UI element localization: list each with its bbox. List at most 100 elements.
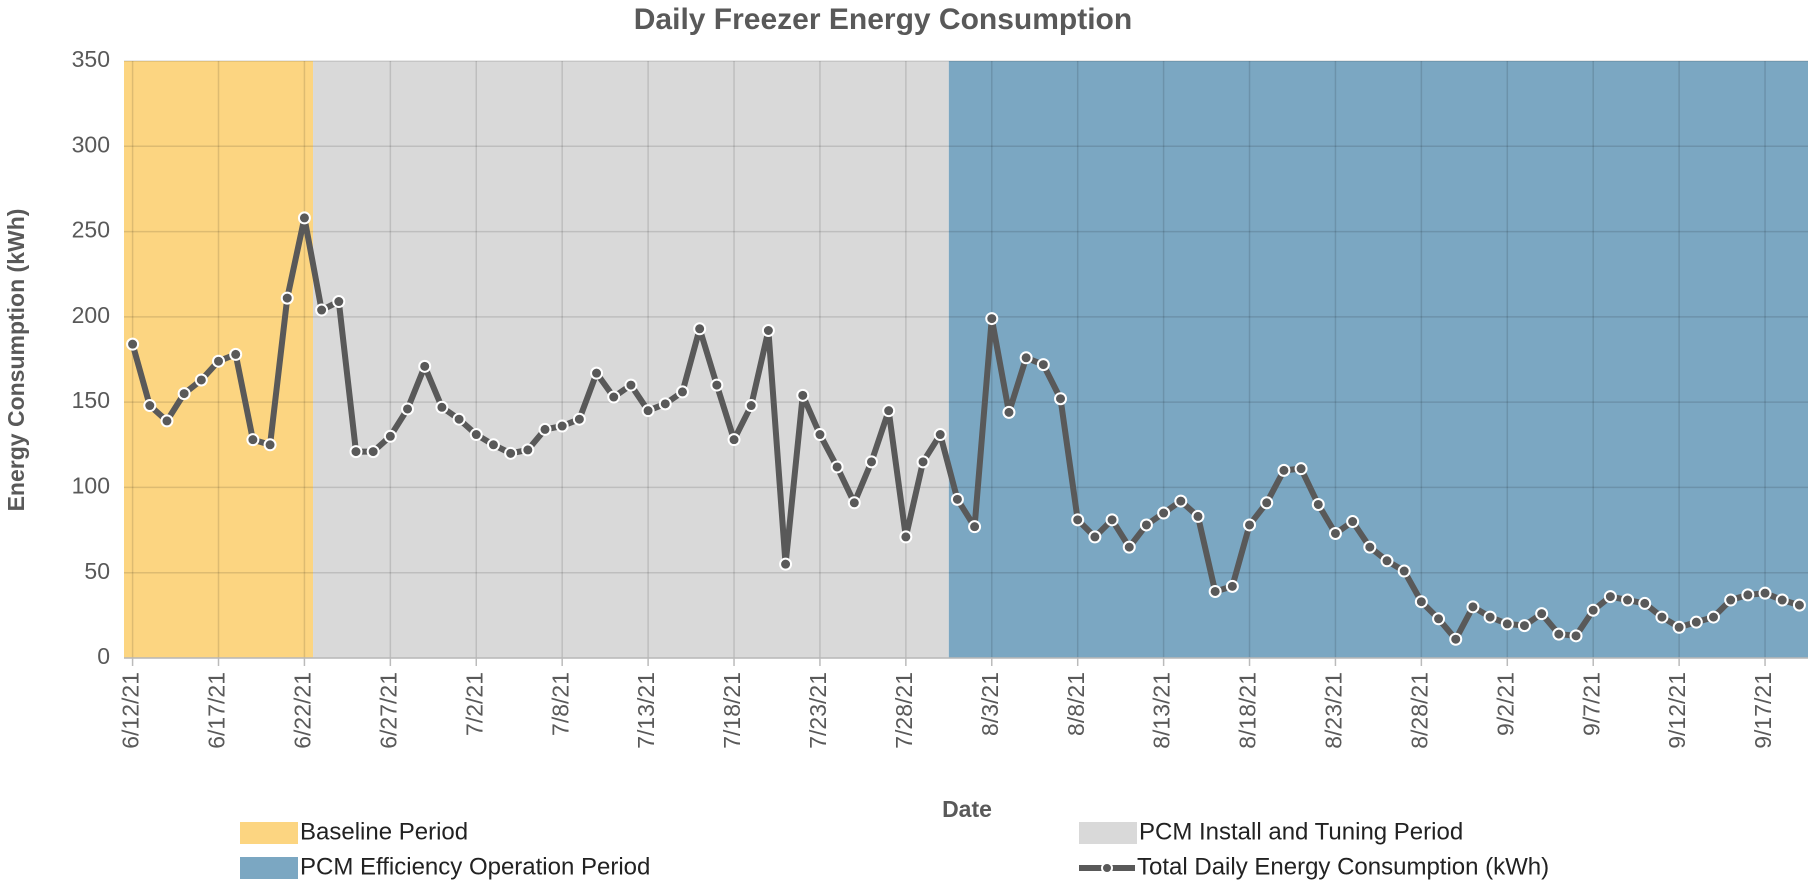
data-point	[1758, 586, 1772, 600]
data-point	[1500, 617, 1514, 631]
legend-swatch	[1079, 822, 1137, 844]
data-point	[572, 412, 586, 426]
data-point	[177, 387, 191, 401]
data-point	[1449, 632, 1463, 646]
x-tick-label: 8/18/21	[1235, 672, 1261, 749]
data-point	[1672, 620, 1686, 634]
x-tick-label: 6/27/21	[375, 672, 401, 749]
data-point	[1397, 564, 1411, 578]
data-point	[1466, 600, 1480, 614]
data-point	[1071, 513, 1085, 527]
data-point	[1552, 627, 1566, 641]
data-point	[1002, 405, 1016, 419]
data-point	[263, 438, 277, 452]
data-point	[813, 428, 827, 442]
data-point	[950, 492, 964, 506]
data-point	[1535, 607, 1549, 621]
y-tick-label: 250	[72, 217, 110, 243]
data-point	[779, 557, 793, 571]
data-point	[1569, 629, 1583, 643]
legend-swatch	[240, 822, 298, 844]
data-point	[452, 412, 466, 426]
data-point	[1346, 515, 1360, 529]
data-point	[1689, 615, 1703, 629]
x-tick-label: 6/17/21	[204, 672, 230, 749]
data-point	[1054, 392, 1068, 406]
data-point	[744, 399, 758, 413]
data-point	[641, 404, 655, 418]
data-point	[590, 366, 604, 380]
data-point	[985, 312, 999, 326]
data-point	[710, 378, 724, 392]
data-point	[366, 445, 380, 459]
period-band	[313, 61, 949, 658]
data-point	[143, 399, 157, 413]
data-point	[280, 291, 294, 305]
legend-swatch	[240, 857, 298, 879]
x-tick-label: 8/13/21	[1149, 672, 1175, 749]
data-point	[1260, 496, 1274, 510]
data-point	[624, 378, 638, 392]
data-point	[1741, 588, 1755, 602]
data-point	[1603, 590, 1617, 604]
y-tick-label: 150	[72, 387, 110, 413]
x-axis-title: Date	[942, 796, 992, 822]
data-point	[212, 354, 226, 368]
data-point	[1174, 494, 1188, 508]
data-point	[521, 443, 535, 457]
data-point	[1586, 603, 1600, 617]
x-tick-label: 7/2/21	[461, 672, 487, 736]
legend-label: Baseline Period	[300, 818, 468, 845]
data-point	[727, 433, 741, 447]
data-point	[899, 530, 913, 544]
data-point	[1621, 593, 1635, 607]
x-tick-label: 8/28/21	[1406, 672, 1432, 749]
chart-title: Daily Freezer Energy Consumption	[634, 3, 1132, 36]
data-point	[1363, 540, 1377, 554]
data-point	[1380, 554, 1394, 568]
data-point	[486, 438, 500, 452]
data-point	[1105, 513, 1119, 527]
data-point	[830, 460, 844, 474]
data-point	[401, 402, 415, 416]
x-tick-label: 6/22/21	[290, 672, 316, 749]
data-point	[504, 446, 518, 460]
y-tick-label: 100	[72, 473, 110, 499]
data-point	[1277, 463, 1291, 477]
data-point	[194, 373, 208, 387]
x-tick-label: 9/17/21	[1750, 672, 1776, 749]
y-axis-title: Energy Consumption (kWh)	[3, 209, 29, 512]
data-point	[761, 324, 775, 338]
data-point	[1706, 610, 1720, 624]
legend-label: PCM Install and Tuning Period	[1139, 818, 1463, 845]
data-point	[555, 419, 569, 433]
data-point	[1122, 540, 1136, 554]
data-point	[1208, 584, 1222, 598]
x-tick-label: 8/8/21	[1063, 672, 1089, 736]
data-point	[469, 428, 483, 442]
data-point	[1328, 526, 1342, 540]
data-point	[864, 455, 878, 469]
data-point	[1157, 506, 1171, 520]
y-tick-label: 350	[72, 46, 110, 72]
data-point	[315, 303, 329, 317]
data-point	[1655, 610, 1669, 624]
data-point	[349, 445, 363, 459]
data-point	[1432, 612, 1446, 626]
data-point	[847, 496, 861, 510]
x-tick-label: 6/12/21	[118, 672, 144, 749]
x-tick-label: 9/12/21	[1664, 672, 1690, 749]
data-point	[160, 414, 174, 428]
data-point	[675, 385, 689, 399]
data-point	[796, 388, 810, 402]
data-point	[1775, 593, 1789, 607]
data-point	[1243, 518, 1257, 532]
data-point	[383, 429, 397, 443]
data-point	[1483, 610, 1497, 624]
data-point	[1036, 358, 1050, 372]
data-point	[933, 428, 947, 442]
data-point	[418, 359, 432, 373]
legend: Baseline Period PCM Install and Tuning Pe…	[240, 818, 1549, 880]
data-point	[968, 520, 982, 534]
